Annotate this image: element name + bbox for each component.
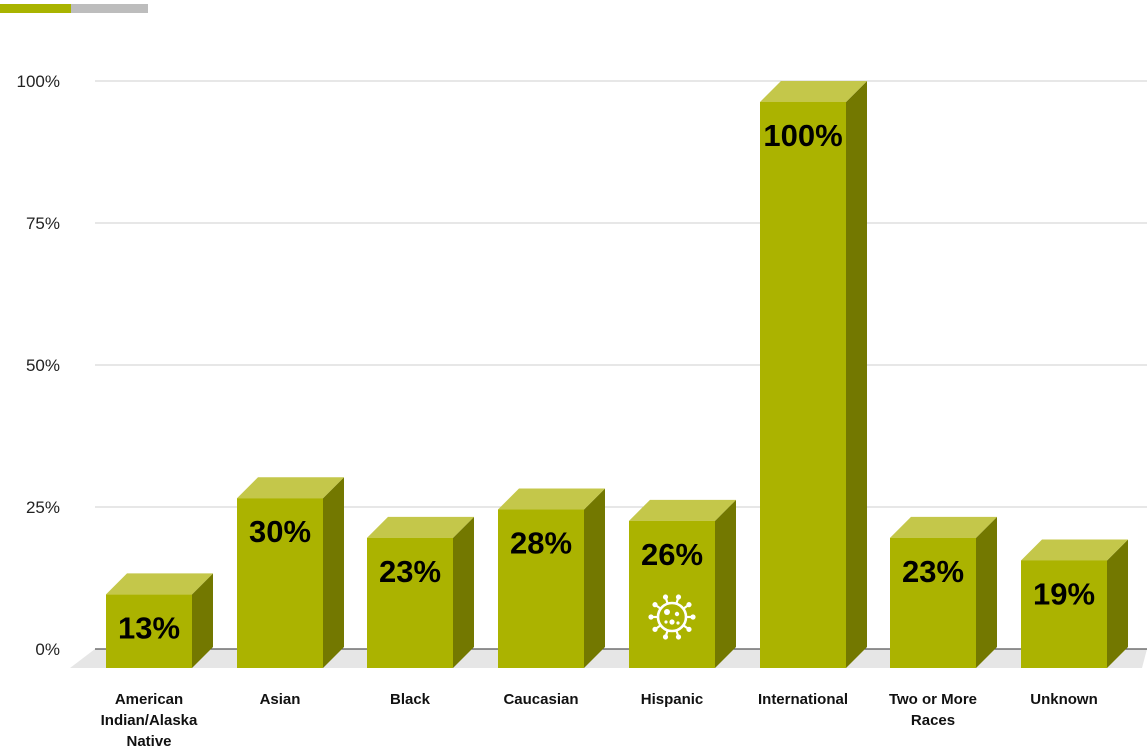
bar-side-face (584, 488, 605, 668)
bar (629, 499, 736, 668)
bar-value-label: 100% (763, 118, 842, 153)
x-category-line: Caucasian (503, 691, 578, 708)
bar-front-face (367, 537, 453, 668)
bar-front-face (629, 520, 715, 668)
bar-side-face (192, 573, 213, 668)
x-category-label: Hispanic (641, 691, 704, 708)
accent-strip-secondary (71, 4, 148, 13)
virus-icon-spike-tip (675, 634, 682, 640)
virus-icon-spike-tip (686, 626, 692, 632)
bar-side-face (1107, 539, 1128, 668)
bar-value-label: 28% (510, 526, 572, 561)
bar-front-face (890, 537, 976, 668)
virus-icon-spike-tip (652, 626, 658, 632)
bar-front-face (1021, 560, 1107, 668)
virus-icon-spike-tip (652, 602, 658, 608)
x-category-line: Black (390, 691, 431, 708)
x-category-label: International (758, 691, 848, 708)
y-tick-label: 50% (26, 356, 60, 375)
header-accent-strip (0, 4, 148, 13)
x-category-label: American Indian/Alaska Native (101, 691, 198, 750)
virus-icon-spike-tip (662, 594, 669, 600)
bar-top-face (237, 477, 344, 499)
bar-front-face (237, 498, 323, 668)
virus-icon-spike-tip (648, 614, 654, 620)
virus-icon-dot (669, 619, 675, 625)
x-category-label: Black (390, 691, 431, 708)
x-category-line: American (115, 691, 183, 708)
x-category-line: Indian/Alaska (101, 712, 198, 729)
value-labels: 13% 30% 23% 28% 26% 100% 23% 19% (118, 118, 1095, 645)
bar (890, 516, 997, 668)
bar-top-face (367, 516, 474, 538)
accent-strip-primary (0, 4, 71, 13)
x-category-line: Asian (260, 691, 301, 708)
x-category-label: Asian (260, 691, 301, 708)
bar (367, 516, 474, 668)
bar-side-face (976, 516, 997, 668)
bar-top-face (498, 488, 605, 510)
bars (106, 81, 1128, 668)
bar-value-label: 23% (902, 554, 964, 589)
bar-top-face (760, 81, 867, 102)
bar (237, 477, 344, 668)
y-tick-label: 100% (17, 72, 60, 91)
bar (106, 573, 213, 668)
bar-top-face (890, 516, 997, 538)
x-axis-categories: American Indian/Alaska Native Asian Black Cau… (101, 691, 1098, 750)
bar-value-label: 23% (379, 554, 441, 589)
bar (1021, 539, 1128, 668)
y-tick-label: 75% (26, 214, 60, 233)
x-category-label: Unknown (1030, 691, 1098, 708)
x-category-label: Two or More Races (889, 691, 977, 729)
virus-icon-dot (664, 620, 668, 624)
virus-icon-spike-tip (662, 634, 669, 640)
bar-side-face (453, 516, 474, 668)
virus-icon-spike-tip (686, 602, 692, 608)
bar-front-face (498, 509, 584, 668)
bar-front-face (106, 594, 192, 668)
chart-floor-plane (70, 649, 1147, 668)
bar-value-label: 19% (1033, 576, 1095, 611)
x-category-line: Unknown (1030, 691, 1098, 708)
virus-icon (648, 594, 696, 640)
x-category-line: Two or More (889, 691, 977, 708)
x-category-label: Caucasian (503, 691, 578, 708)
bar-value-label: 13% (118, 610, 180, 645)
bar-side-face (323, 477, 344, 668)
bar-value-label: 26% (641, 537, 703, 572)
x-category-line: International (758, 691, 848, 708)
virus-icon-dot (676, 621, 680, 625)
chart-floor (70, 649, 1147, 668)
virus-icon-spike-tip (675, 594, 682, 600)
bar (498, 488, 605, 668)
bar-side-face (715, 499, 736, 668)
virus-icon-spike-tip (690, 614, 696, 620)
bar-top-face (106, 573, 213, 595)
y-tick-label: 25% (26, 498, 60, 517)
bar-side-face (846, 81, 867, 668)
virus-icon-dot (674, 611, 680, 617)
y-tick-label: 0% (35, 640, 60, 659)
x-category-line: Native (126, 733, 171, 750)
bar-top-face (629, 499, 736, 521)
bar-value-label: 30% (249, 514, 311, 549)
y-axis-ticks: 0% 25% 50% 75% 100% (17, 72, 60, 659)
x-category-line: Races (911, 712, 955, 729)
annotations (648, 594, 696, 640)
x-category-line: Hispanic (641, 691, 704, 708)
bar (760, 81, 867, 668)
virus-icon-dot (664, 609, 670, 615)
bar-front-face (760, 102, 846, 668)
bar-top-face (1021, 539, 1128, 561)
